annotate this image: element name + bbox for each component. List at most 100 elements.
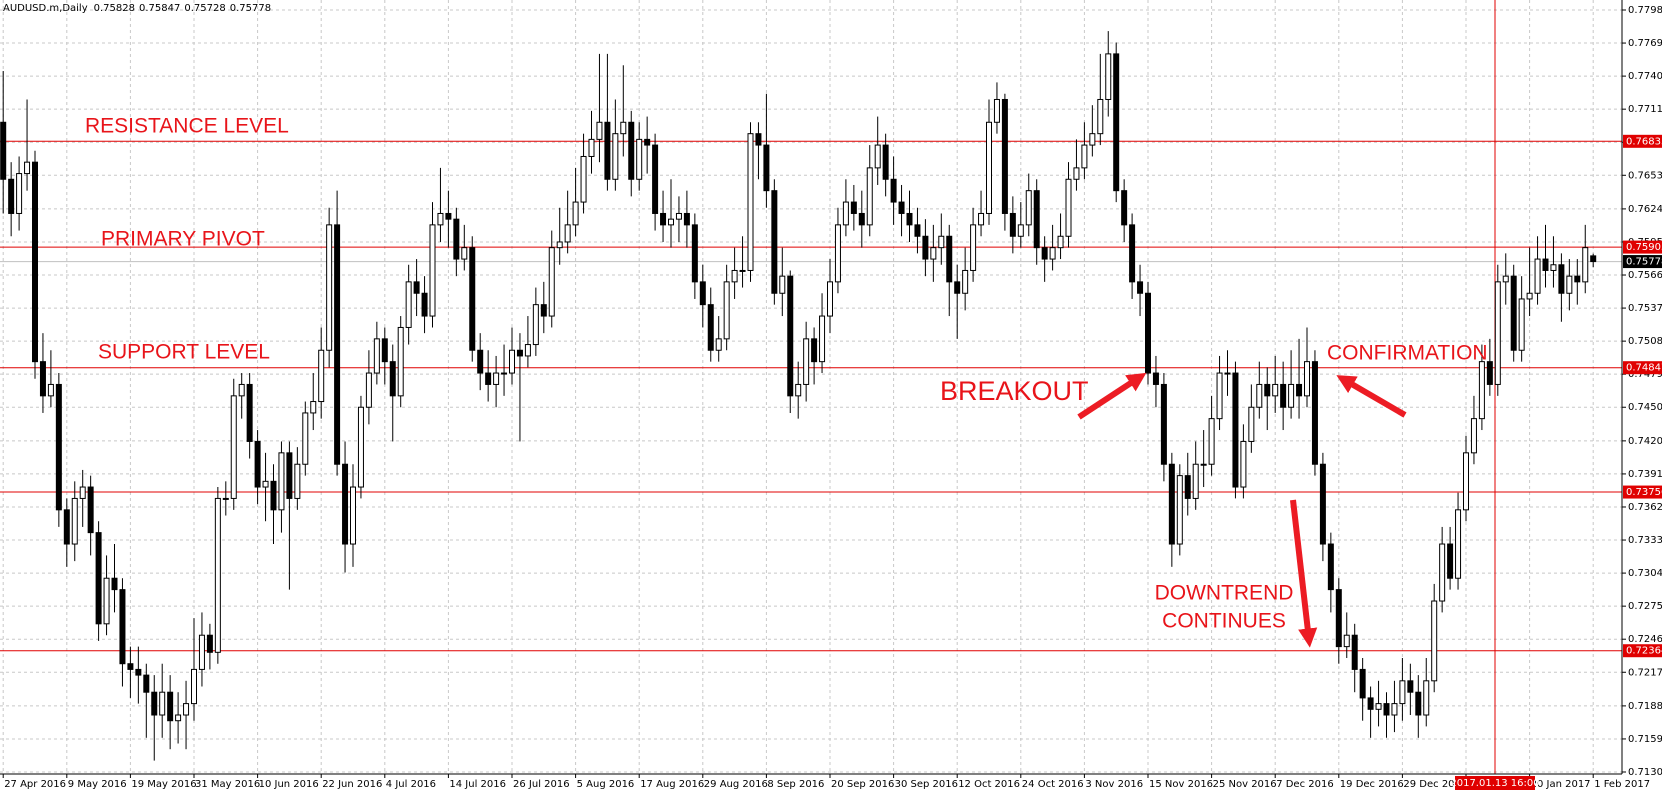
annotation: RESISTANCE LEVEL: [85, 115, 289, 138]
candle-body: [135, 668, 142, 676]
candle-body: [993, 98, 1000, 123]
candle-body: [1558, 264, 1565, 294]
x-tick-label: 5 Aug 2016: [577, 779, 635, 790]
candle-body: [1431, 600, 1438, 682]
candle-body: [699, 281, 706, 306]
candle-body: [731, 269, 738, 283]
candle-body: [564, 224, 571, 243]
candle-body: [1319, 463, 1326, 545]
candle-body: [874, 144, 881, 169]
candle-body: [1486, 361, 1493, 385]
candle-body: [63, 509, 70, 545]
candle-body: [803, 338, 810, 385]
candle-body: [588, 138, 595, 157]
candle-body: [373, 338, 380, 374]
candle-body: [858, 212, 865, 226]
candle-body: [1280, 383, 1287, 408]
candle-body: [922, 235, 929, 260]
x-tick-label: 9 May 2016: [68, 779, 127, 790]
candle-body: [723, 281, 730, 340]
candle-body: [1502, 275, 1509, 283]
y-tick-label: 0.77695: [1628, 38, 1662, 49]
header-high: 0.75847: [139, 3, 180, 14]
candle-body: [1097, 98, 1104, 135]
y-tick-label: 0.71300: [1628, 767, 1662, 778]
candle-body: [850, 201, 857, 214]
candle-body: [1057, 235, 1064, 249]
candle-body: [540, 304, 547, 317]
candle-body: [119, 589, 126, 665]
candle-body: [1184, 475, 1191, 499]
candle-body: [1121, 190, 1128, 226]
candle-body: [326, 224, 333, 351]
y-tick-label: 0.77115: [1628, 104, 1662, 115]
x-tick-label: 22 Jun 2016: [322, 779, 382, 790]
candle-body: [175, 714, 182, 722]
x-tick-label: 25 Nov 2016: [1213, 779, 1277, 790]
candle-body: [1081, 144, 1088, 169]
candle-body: [1113, 53, 1120, 192]
candle-body: [986, 121, 992, 214]
candle-body: [1391, 703, 1398, 716]
y-tick-label: 0.72465: [1628, 634, 1662, 645]
candle-body: [509, 349, 515, 374]
candle-body: [8, 178, 15, 214]
candle-body: [159, 691, 166, 716]
candle-body: [1145, 292, 1151, 374]
candle-body: [1041, 247, 1048, 260]
candle-body: [47, 383, 54, 397]
candle-body: [1288, 383, 1295, 408]
x-tick-label: 27 Apr 2016: [4, 779, 66, 790]
candle-body: [1327, 543, 1334, 591]
arrow: [1336, 375, 1407, 418]
candle-body: [620, 121, 627, 135]
candle-body: [1359, 668, 1366, 699]
candle-body: [1534, 258, 1541, 294]
candle-body: [87, 486, 94, 534]
candle-body: [334, 224, 341, 465]
x-tick-label: 8 Sep 2016: [767, 779, 824, 790]
candle-body: [24, 161, 31, 175]
candle-body: [350, 486, 356, 545]
candle-body: [1105, 53, 1112, 100]
candle-body: [596, 121, 603, 140]
candle-body: [167, 691, 174, 722]
candle-body: [866, 167, 873, 226]
annotation: PRIMARY PIVOT: [101, 228, 265, 251]
arrow: [1290, 499, 1318, 648]
candle-body: [1200, 463, 1207, 466]
candle-body: [691, 224, 698, 283]
candle-body: [1208, 418, 1215, 465]
candle-body: [55, 383, 62, 511]
candle-body: [1439, 543, 1446, 602]
candle-body: [429, 224, 436, 317]
y-tick-label: 0.72175: [1628, 667, 1662, 678]
y-tick-label: 0.73045: [1628, 568, 1662, 579]
candle-body: [1192, 463, 1199, 499]
candle-body: [1001, 98, 1008, 214]
candle-body: [1470, 418, 1477, 454]
candle-body: [1351, 634, 1358, 670]
candle-body: [413, 281, 420, 294]
candle-body: [834, 224, 841, 283]
candle-body: [191, 668, 197, 705]
candle-body: [1399, 680, 1406, 705]
candle-body: [302, 412, 309, 465]
candle-body: [79, 486, 86, 499]
candle-body: [660, 212, 667, 226]
candle-body: [930, 247, 937, 260]
candle-body: [819, 315, 826, 363]
header: AUDUSD.m,Daily 0.75828 0.75847 0.75728 0.757…: [3, 3, 271, 14]
candle-body: [294, 463, 301, 499]
x-tick-label: 26 Jul 2016: [513, 779, 570, 790]
header-close: 0.75778: [230, 3, 271, 14]
x-tick-label: 19 Dec 2016: [1340, 779, 1404, 790]
candle-body: [675, 212, 682, 220]
candle-body: [246, 383, 253, 442]
x-tick-label: 3 Nov 2016: [1085, 779, 1143, 790]
candle-body: [1343, 634, 1350, 648]
y-tick-label: 0.77985: [1628, 5, 1662, 16]
candle-body: [151, 691, 158, 716]
